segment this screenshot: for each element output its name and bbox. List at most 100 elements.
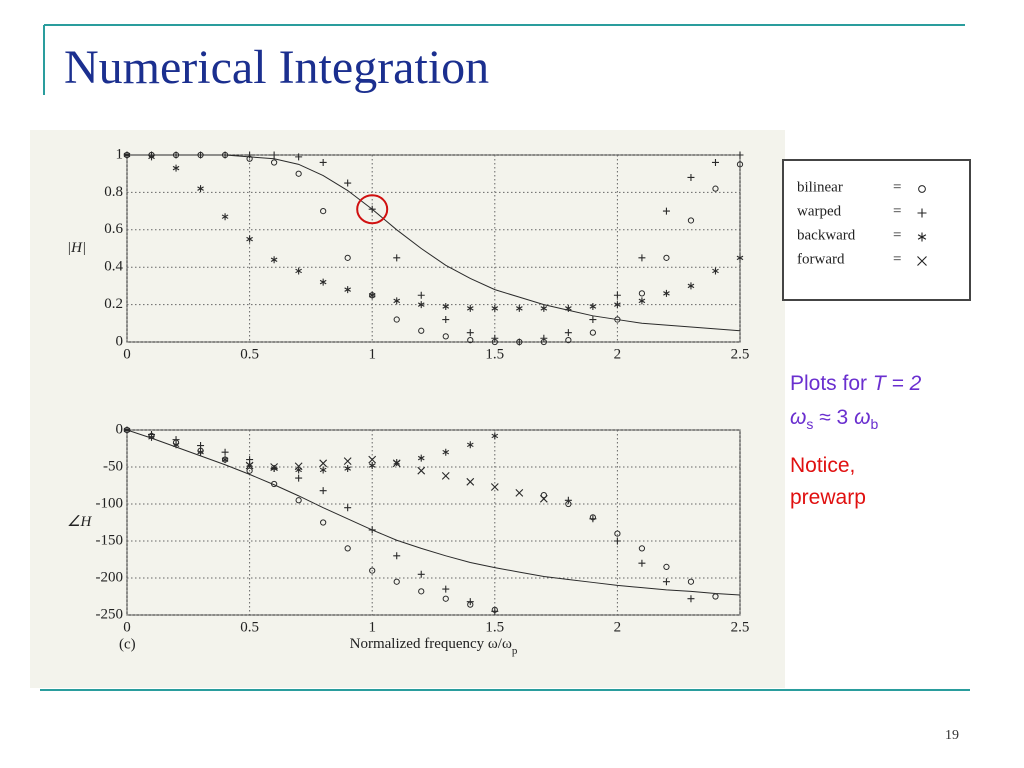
note: prewarp xyxy=(790,486,866,510)
x-tick-label: 2.5 xyxy=(731,619,750,635)
point xyxy=(687,173,695,181)
point xyxy=(614,530,621,537)
point xyxy=(712,593,719,600)
point xyxy=(491,432,499,440)
point xyxy=(565,304,572,312)
note-text: ω xyxy=(790,406,807,429)
y-tick-label: 0 xyxy=(116,333,124,349)
note-text: b xyxy=(870,416,879,433)
point xyxy=(197,442,205,450)
point xyxy=(441,471,450,480)
point xyxy=(123,151,131,159)
point xyxy=(221,448,229,456)
point xyxy=(662,578,670,586)
note-text: prewarp xyxy=(790,486,866,509)
point xyxy=(613,537,621,545)
point xyxy=(466,304,474,312)
point xyxy=(663,254,670,261)
point xyxy=(197,448,204,456)
point xyxy=(344,545,351,552)
note: Notice, xyxy=(790,454,855,478)
y-tick-label: 1 xyxy=(116,146,124,162)
point xyxy=(344,179,352,187)
legend-equals: = xyxy=(893,179,901,195)
point xyxy=(565,337,572,344)
point xyxy=(148,433,155,441)
point xyxy=(540,304,548,312)
y-tick-label: 0.8 xyxy=(104,184,123,200)
point xyxy=(295,170,302,177)
point xyxy=(736,161,744,168)
point xyxy=(294,462,303,471)
point xyxy=(589,329,597,336)
point xyxy=(442,595,449,602)
point xyxy=(197,185,204,193)
point xyxy=(491,334,499,342)
point xyxy=(368,291,376,299)
point xyxy=(736,151,744,159)
point xyxy=(516,304,523,312)
x-tick-label: 0 xyxy=(123,346,131,362)
x-tick-label: 0.5 xyxy=(240,346,259,362)
y-tick-label: -150 xyxy=(96,532,124,548)
legend-label: warped xyxy=(797,203,842,219)
point xyxy=(344,464,351,472)
point xyxy=(539,494,548,503)
point xyxy=(319,466,327,474)
point xyxy=(172,441,180,449)
point xyxy=(319,459,328,468)
legend-marker xyxy=(917,256,927,266)
point xyxy=(614,316,621,323)
point xyxy=(270,159,278,166)
point xyxy=(295,474,303,482)
y-tick-label: 0.6 xyxy=(104,221,123,237)
point xyxy=(687,578,695,585)
point xyxy=(589,316,597,324)
slide-title: Numerical Integration xyxy=(64,41,490,94)
line xyxy=(126,429,741,596)
point xyxy=(295,153,303,161)
point xyxy=(589,515,597,523)
point xyxy=(368,455,377,464)
point xyxy=(466,441,474,449)
x-axis-label-sub: p xyxy=(512,645,518,657)
legend-marker xyxy=(917,208,927,218)
point xyxy=(442,448,450,456)
legend-equals: = xyxy=(893,251,901,267)
point xyxy=(736,254,744,262)
x-tick-label: 0.5 xyxy=(240,619,259,635)
point xyxy=(270,151,278,159)
point xyxy=(319,487,327,495)
point xyxy=(172,164,180,172)
point xyxy=(319,158,327,166)
legend-box xyxy=(782,159,971,301)
point xyxy=(638,297,646,305)
note-text: ≈ 3 xyxy=(813,406,855,429)
scan-background xyxy=(30,130,785,688)
point xyxy=(540,491,547,499)
point xyxy=(344,504,352,512)
point xyxy=(393,254,401,262)
point xyxy=(662,207,670,215)
point xyxy=(491,607,499,615)
y-tick-label: 0.2 xyxy=(104,296,123,312)
point xyxy=(638,254,646,262)
panel-label: (c) xyxy=(119,636,136,652)
point xyxy=(172,151,180,159)
point xyxy=(393,297,401,305)
x-tick-label: 1 xyxy=(368,346,376,362)
point xyxy=(221,456,229,464)
point xyxy=(490,483,499,491)
point xyxy=(466,598,474,606)
note-text: s xyxy=(806,416,814,433)
point xyxy=(515,338,523,346)
point xyxy=(711,158,719,166)
note-text: Notice, xyxy=(790,454,856,477)
point xyxy=(393,316,400,323)
point xyxy=(246,151,254,159)
legend-label: backward xyxy=(797,227,856,243)
point xyxy=(638,545,646,552)
point xyxy=(467,337,474,344)
